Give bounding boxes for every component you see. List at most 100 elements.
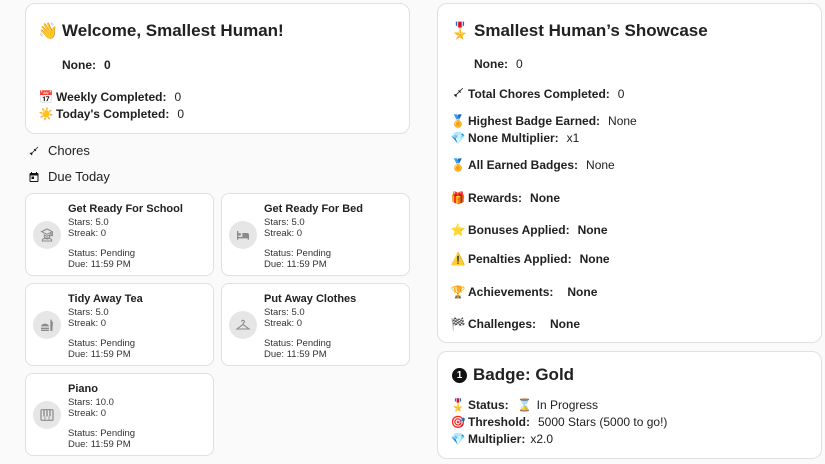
- hanger-icon: [229, 311, 257, 339]
- badge-threshold-value: 5000 Stars (5000 to go!): [538, 415, 668, 429]
- chore-status: Status: Pending: [68, 428, 136, 439]
- chore-card[interactable]: Piano Stars: 10.0 Streak: 0 Status: Pend…: [25, 373, 214, 456]
- gem-icon: 💎: [450, 131, 466, 145]
- highest-badge-stat: 🏅 Highest Badge Earned: None: [450, 114, 637, 128]
- food-icon: [33, 311, 61, 339]
- piano-icon: [33, 401, 61, 429]
- rewards-value: None: [530, 191, 561, 205]
- chore-streak: Streak: 0: [68, 228, 107, 239]
- chore-stars: Stars: 10.0: [68, 397, 114, 408]
- medal-icon: 🎖️: [450, 23, 470, 40]
- badge-title: 1 Badge: Gold: [452, 365, 574, 385]
- badge-multiplier-label: Multiplier:: [468, 432, 526, 446]
- highest-badge-label: Highest Badge Earned:: [468, 114, 601, 128]
- showcase-title: 🎖️ Smallest Human’s Showcase: [450, 21, 708, 41]
- achievements-stat: 🏆 Achievements: None: [450, 285, 598, 299]
- all-badges-label: All Earned Badges:: [468, 158, 579, 172]
- chore-due: Due: 11:59 PM: [264, 259, 327, 270]
- all-badges-stat: 🏅 All Earned Badges: None: [450, 158, 615, 172]
- none-label: None:: [62, 58, 96, 72]
- due-today-label: Due Today: [48, 169, 110, 184]
- gift-icon: 🎁: [450, 191, 466, 205]
- none-stat: None: 0: [474, 57, 523, 71]
- rewards-label: Rewards:: [468, 191, 523, 205]
- total-chores-stat: Total Chores Completed: 0: [450, 86, 624, 102]
- chores-section-label: Chores: [48, 143, 90, 158]
- badge-multiplier-value: x2.0: [530, 432, 554, 446]
- penalties-label: Penalties Applied:: [468, 252, 572, 266]
- target-icon: 🎯: [450, 415, 466, 429]
- star-icon: ⭐: [450, 223, 466, 237]
- badge-card: 1 Badge: Gold 🎖️ Status: ⌛ In Progress 🎯…: [437, 351, 822, 459]
- badge-multiplier: 💎 Multiplier: x2.0: [450, 432, 554, 446]
- checkered-flag-icon: 🏁: [450, 317, 466, 331]
- penalties-stat: ⚠️ Penalties Applied: None: [450, 252, 610, 266]
- chore-name: Tidy Away Tea: [68, 293, 143, 305]
- chore-status: Status: Pending: [264, 248, 332, 259]
- all-badges-value: None: [586, 158, 615, 172]
- multiplier-value: x1: [566, 131, 580, 145]
- medal-icon: 🎖️: [450, 398, 466, 412]
- showcase-title-text: Smallest Human’s Showcase: [474, 21, 708, 40]
- chore-streak: Streak: 0: [264, 228, 303, 239]
- today-value: 0: [177, 107, 184, 121]
- bonuses-value: None: [577, 223, 608, 237]
- chore-due: Due: 11:59 PM: [264, 349, 327, 360]
- chore-card[interactable]: Tidy Away Tea Stars: 5.0 Streak: 0 Statu…: [25, 283, 214, 366]
- multiplier-label: None Multiplier:: [468, 131, 559, 145]
- number-one-icon: 1: [452, 367, 467, 383]
- bed-icon: [229, 221, 257, 249]
- chore-card[interactable]: Get Ready For Bed Stars: 5.0 Streak: 0 S…: [221, 193, 410, 276]
- badge-threshold: 🎯 Threshold: 5000 Stars (5000 to go!): [450, 415, 668, 429]
- broom-icon: [450, 86, 466, 102]
- total-chores-value: 0: [617, 87, 625, 101]
- chore-status: Status: Pending: [68, 248, 136, 259]
- none-stat: None: 0: [62, 58, 111, 72]
- chores-section-header: Chores: [28, 143, 90, 158]
- showcase-card: 🎖️ Smallest Human’s Showcase None: 0 Tot…: [437, 3, 822, 343]
- chore-streak: Streak: 0: [68, 318, 107, 329]
- today-label: Today's Completed:: [56, 107, 170, 121]
- chore-stars: Stars: 5.0: [264, 307, 305, 318]
- chore-stars: Stars: 5.0: [264, 217, 305, 228]
- weekly-label: Weekly Completed:: [56, 90, 167, 104]
- waving-hand-icon: 👋: [38, 23, 58, 40]
- chore-due: Due: 11:59 PM: [68, 349, 131, 360]
- school-icon: [33, 221, 61, 249]
- chore-name: Put Away Clothes: [264, 293, 357, 305]
- weekly-completed-stat: 📅 Weekly Completed: 0: [38, 90, 182, 104]
- chore-stars: Stars: 5.0: [68, 217, 109, 228]
- penalties-value: None: [579, 252, 610, 266]
- badge-status-value: In Progress: [536, 398, 599, 412]
- welcome-title: 👋 Welcome, Smallest Human!: [38, 21, 284, 41]
- sun-icon: ☀️: [38, 107, 54, 121]
- achievements-label: Achievements:: [468, 285, 554, 299]
- weekly-value: 0: [174, 90, 182, 104]
- welcome-title-text: Welcome, Smallest Human!: [62, 21, 284, 40]
- broom-icon: [28, 145, 40, 157]
- bonuses-label: Bonuses Applied:: [468, 223, 570, 237]
- achievements-value: None: [567, 285, 598, 299]
- challenges-stat: 🏁 Challenges: None: [450, 317, 581, 331]
- hourglass-icon: ⌛: [517, 398, 533, 412]
- due-today-header: Due Today: [28, 169, 110, 184]
- welcome-card: 👋 Welcome, Smallest Human! None: 0 📅 Wee…: [25, 3, 410, 134]
- medal-icon: 🏅: [450, 158, 466, 172]
- chore-status: Status: Pending: [68, 338, 136, 349]
- none-value: 0: [516, 57, 523, 71]
- chore-card[interactable]: Put Away Clothes Stars: 5.0 Streak: 0 St…: [221, 283, 410, 366]
- chore-name: Get Ready For Bed: [264, 203, 364, 215]
- chore-status: Status: Pending: [264, 338, 332, 349]
- rewards-stat: 🎁 Rewards: None: [450, 191, 561, 205]
- badge-threshold-label: Threshold:: [468, 415, 530, 429]
- multiplier-stat: 💎 None Multiplier: x1: [450, 131, 580, 145]
- chore-name: Get Ready For School: [68, 203, 183, 215]
- chore-stars: Stars: 5.0: [68, 307, 109, 318]
- gem-icon: 💎: [450, 432, 466, 446]
- badge-status-label: Status:: [468, 398, 509, 412]
- chore-card[interactable]: Get Ready For School Stars: 5.0 Streak: …: [25, 193, 214, 276]
- trophy-icon: 🏆: [450, 285, 466, 299]
- chore-due: Due: 11:59 PM: [68, 259, 131, 270]
- highest-badge-value: None: [608, 114, 637, 128]
- bonuses-stat: ⭐ Bonuses Applied: None: [450, 223, 608, 237]
